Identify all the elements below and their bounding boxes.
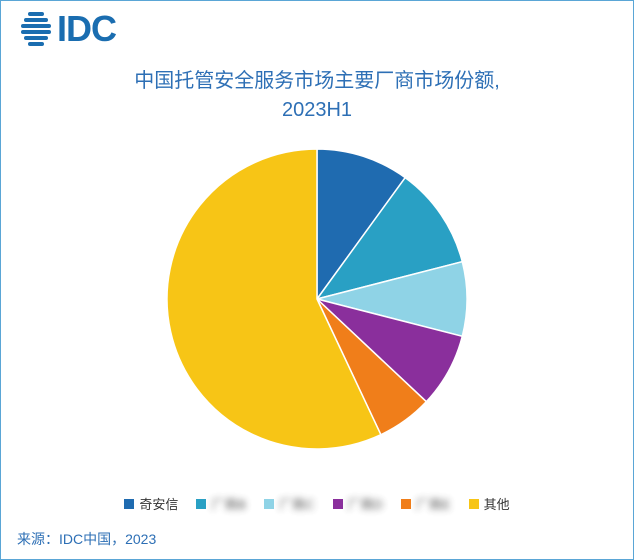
idc-logo-text: IDC	[57, 11, 116, 47]
legend-label: 厂商B	[211, 494, 246, 513]
legend-swatch	[264, 499, 274, 509]
legend-item: 厂商C	[264, 494, 314, 513]
legend-label: 其他	[484, 494, 510, 513]
idc-logo: IDC	[19, 11, 116, 47]
legend-item: 厂商D	[333, 494, 383, 513]
legend-label: 奇安信	[139, 494, 178, 513]
chart-title-line1: 中国托管安全服务市场主要厂商市场份额,	[134, 70, 500, 92]
legend-item: 其他	[469, 494, 510, 513]
legend-item: 奇安信	[124, 494, 178, 513]
legend-swatch	[124, 499, 134, 509]
legend-label: 厂商D	[348, 494, 383, 513]
legend-label: 厂商C	[279, 494, 314, 513]
pie-chart-container	[1, 139, 633, 459]
legend-label: 厂商E	[416, 494, 451, 513]
chart-title: 中国托管安全服务市场主要厂商市场份额, 2023H1	[1, 67, 633, 125]
legend: 奇安信 厂商B 厂商C 厂商D 厂商E 其他	[1, 494, 633, 513]
source-text: 来源：IDC中国，2023	[17, 529, 156, 549]
legend-item: 厂商E	[401, 494, 451, 513]
chart-title-line2: 2023H1	[282, 99, 352, 121]
chart-frame: IDC 中国托管安全服务市场主要厂商市场份额, 2023H1 奇安信 厂商B 厂商C…	[0, 0, 634, 560]
idc-logo-mark	[19, 12, 53, 46]
legend-swatch	[196, 499, 206, 509]
legend-swatch	[333, 499, 343, 509]
pie-chart	[157, 139, 477, 459]
legend-swatch	[401, 499, 411, 509]
legend-item: 厂商B	[196, 494, 246, 513]
legend-swatch	[469, 499, 479, 509]
